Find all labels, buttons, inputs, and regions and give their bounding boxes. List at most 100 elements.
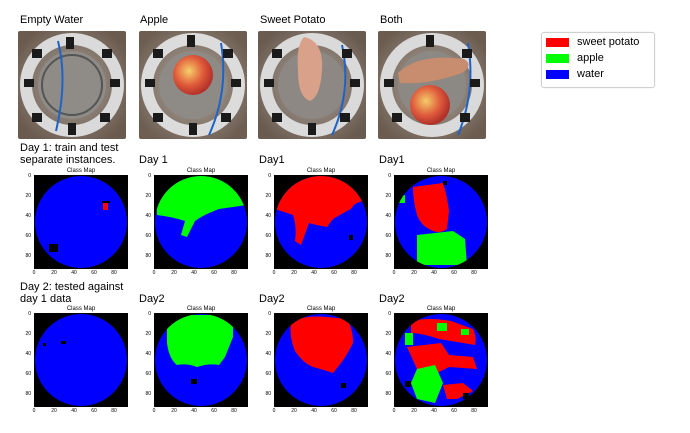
row-desc-day2-line1: Day 2: tested against [20,281,124,293]
y-tick: 40 [385,213,391,219]
class-map-sweet-potato-d1: Class Map 0 20 40 60 80 0 20 40 60 80 [257,165,369,276]
x-tick: 80 [471,270,477,275]
x-tick: 60 [451,408,457,413]
x-tick: 20 [291,270,297,275]
legend-swatch-water [546,70,569,79]
y-tick: 40 [25,351,31,357]
y-tick: 0 [268,173,271,179]
x-tick: 80 [351,408,357,413]
x-tick: 0 [33,270,36,275]
y-tick: 60 [385,233,391,239]
day-label-both-d2: Day2 [379,293,405,305]
day-label-apple-d1: Day 1 [139,154,168,166]
y-tick: 0 [148,173,151,179]
day-label-sweet-potato-d2: Day2 [259,293,285,305]
plot-title: Class Map [427,306,456,312]
x-tick: 20 [411,408,417,413]
x-tick: 80 [111,408,117,413]
x-tick: 80 [471,408,477,413]
y-tick: 80 [265,253,271,259]
class-map-empty-water-d2: Class Map 0 20 40 60 80 0 20 40 60 80 [17,303,129,414]
y-tick: 60 [25,233,31,239]
x-tick: 40 [71,408,77,413]
y-tick: 60 [145,233,151,239]
x-tick: 20 [291,408,297,413]
column-header-both: Both [380,14,403,26]
x-tick: 0 [153,270,156,275]
y-tick: 20 [145,331,151,337]
x-tick: 40 [191,270,197,275]
x-tick: 60 [211,270,217,275]
y-tick: 0 [28,173,31,179]
y-tick: 0 [148,311,151,317]
y-tick: 60 [145,371,151,377]
photo-sweet-potato [258,31,366,139]
day-label-both-d1: Day1 [379,154,405,166]
x-tick: 0 [33,408,36,413]
y-tick: 0 [388,311,391,317]
x-tick: 60 [211,408,217,413]
x-tick: 0 [393,270,396,275]
x-tick: 80 [351,270,357,275]
y-tick: 80 [385,253,391,259]
legend-label-water: water [577,68,604,80]
class-map-both-d2: Class Map 0 20 40 60 80 0 20 40 60 80 [377,303,489,414]
class-map-empty-water-d1: Class Map 0 20 40 60 80 0 20 40 60 80 [17,165,129,276]
x-tick: 20 [51,408,57,413]
y-tick: 20 [265,331,271,337]
x-tick: 40 [311,408,317,413]
y-tick: 40 [385,351,391,357]
y-tick: 80 [25,253,31,259]
column-header-sweet-potato: Sweet Potato [260,14,326,26]
y-tick: 60 [265,371,271,377]
legend-label-apple: apple [577,52,604,64]
row-desc-day2-line2: day 1 data [20,293,72,305]
y-tick: 40 [145,213,151,219]
day-label-sweet-potato-d1: Day1 [259,154,285,166]
legend-swatch-apple [546,54,569,63]
y-tick: 60 [265,233,271,239]
class-map-apple-d2: Class Map 0 20 40 60 80 0 20 40 60 80 [137,303,249,414]
x-tick: 80 [231,270,237,275]
legend-swatch-sweet-potato [546,38,569,47]
x-tick: 40 [191,408,197,413]
class-map-both-d1: Class Map 0 20 40 60 80 0 20 40 60 80 [377,165,489,276]
x-tick: 60 [451,270,457,275]
day-label-apple-d2: Day2 [139,293,165,305]
x-tick: 40 [431,270,437,275]
y-tick: 80 [265,391,271,397]
x-tick: 40 [311,270,317,275]
plot-title: Class Map [67,306,96,312]
x-tick: 60 [91,408,97,413]
plot-title: Class Map [307,168,336,174]
y-tick: 80 [385,391,391,397]
y-tick: 40 [145,351,151,357]
y-tick: 40 [265,213,271,219]
y-tick: 0 [268,311,271,317]
x-tick: 40 [431,408,437,413]
row-desc-day1-line1: Day 1: train and test [20,142,119,154]
photo-both [378,31,486,139]
x-tick: 20 [411,270,417,275]
y-tick: 60 [385,371,391,377]
plot-title: Class Map [187,168,216,174]
plot-title: Class Map [67,168,96,174]
class-map-apple-d1: Class Map 0 20 40 60 80 0 20 40 60 80 [137,165,249,276]
photo-apple [139,31,247,139]
y-tick: 40 [25,213,31,219]
photo-empty-water [18,31,126,139]
x-tick: 60 [331,270,337,275]
x-tick: 80 [111,270,117,275]
x-tick: 0 [393,408,396,413]
y-tick: 20 [385,331,391,337]
x-tick: 20 [51,270,57,275]
plot-title: Class Map [307,306,336,312]
column-header-empty-water: Empty Water [20,14,84,26]
y-tick: 80 [25,391,31,397]
y-tick: 60 [25,371,31,377]
y-tick: 0 [388,173,391,179]
plot-title: Class Map [187,306,216,312]
plot-title: Class Map [427,168,456,174]
class-map-sweet-potato-d2: Class Map 0 20 40 60 80 0 20 40 60 80 [257,303,369,414]
x-tick: 20 [171,408,177,413]
